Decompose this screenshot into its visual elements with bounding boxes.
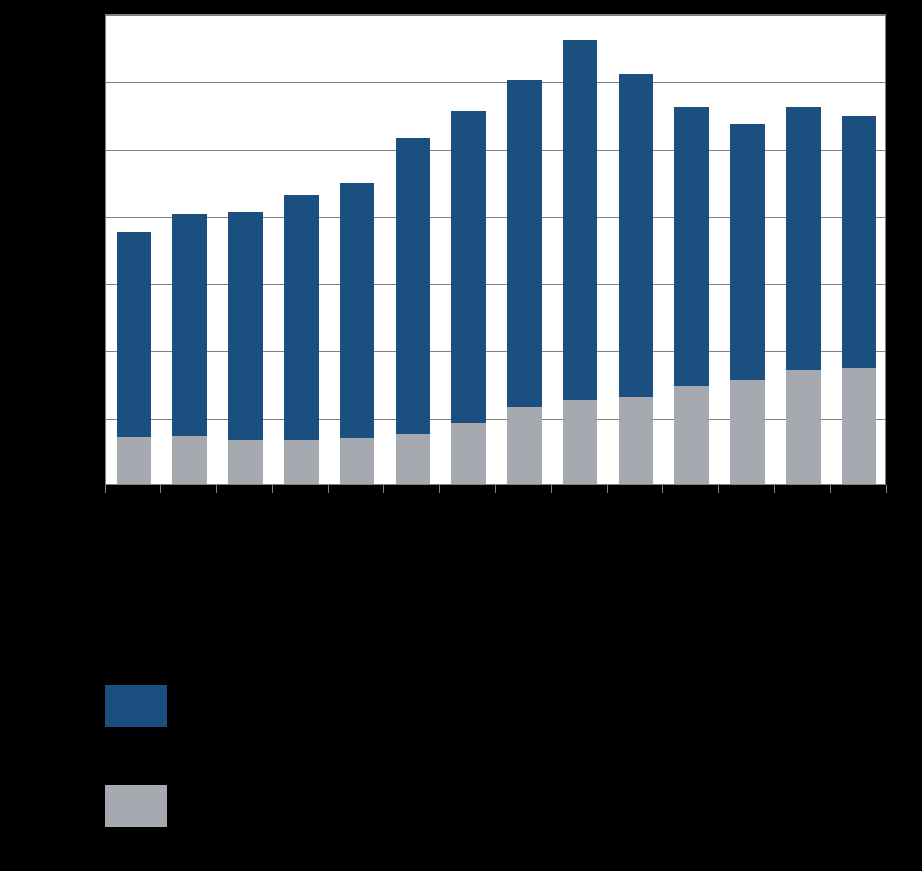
x-tick xyxy=(216,485,217,493)
x-tick xyxy=(105,485,106,493)
bar-segment-top xyxy=(117,232,152,437)
x-tick xyxy=(383,485,384,493)
bar-segment-bottom xyxy=(507,407,542,484)
bar-segment-top xyxy=(507,80,542,406)
bar xyxy=(228,13,263,484)
x-tick xyxy=(272,485,273,493)
bar-segment-top xyxy=(172,214,207,436)
bar xyxy=(842,13,877,484)
bar xyxy=(340,13,375,484)
bar xyxy=(786,13,821,484)
bar-segment-bottom xyxy=(117,437,152,484)
bar-segment-bottom xyxy=(842,368,877,484)
gridline xyxy=(106,15,885,16)
gridline xyxy=(106,82,885,83)
bar-segment-top xyxy=(340,183,375,439)
x-tick xyxy=(607,485,608,493)
bar xyxy=(619,13,654,484)
legend-swatch xyxy=(105,785,167,827)
gridline xyxy=(106,150,885,151)
bar xyxy=(507,13,542,484)
bar xyxy=(396,13,431,484)
bar-segment-bottom xyxy=(340,438,375,484)
x-tick xyxy=(718,485,719,493)
bar-segment-top xyxy=(674,107,709,386)
bar-segment-top xyxy=(842,116,877,368)
bar-segment-bottom xyxy=(786,370,821,484)
bar-segment-top xyxy=(619,74,654,397)
x-tick xyxy=(886,485,887,493)
bar-segment-bottom xyxy=(563,400,598,484)
gridline xyxy=(106,284,885,285)
bar xyxy=(284,13,319,484)
bar xyxy=(730,13,765,484)
bar xyxy=(451,13,486,484)
plot-area xyxy=(105,14,886,485)
bar-segment-bottom xyxy=(619,397,654,484)
bar xyxy=(117,13,152,484)
bar-segment-top xyxy=(451,111,486,424)
gridline xyxy=(106,217,885,218)
bar-segment-top xyxy=(563,40,598,400)
x-tick xyxy=(160,485,161,493)
bar-segment-bottom xyxy=(172,436,207,484)
bar-segment-bottom xyxy=(228,440,263,484)
chart-canvas: { "chart": { "type": "stacked-bar", "can… xyxy=(0,0,922,871)
bar xyxy=(172,13,207,484)
x-tick xyxy=(495,485,496,493)
bar-segment-bottom xyxy=(451,423,486,484)
x-tick xyxy=(774,485,775,493)
bar-segment-top xyxy=(786,107,821,369)
legend-swatch xyxy=(105,685,167,727)
x-tick xyxy=(662,485,663,493)
x-tick xyxy=(551,485,552,493)
bar-segment-top xyxy=(228,212,263,441)
x-tick xyxy=(439,485,440,493)
bar-segment-top xyxy=(284,195,319,441)
gridline xyxy=(106,419,885,420)
bar-segment-bottom xyxy=(674,386,709,484)
bar-segment-bottom xyxy=(284,440,319,484)
bar-segment-top xyxy=(396,138,431,434)
bar xyxy=(563,13,598,484)
x-tick xyxy=(830,485,831,493)
bar xyxy=(674,13,709,484)
bar-segment-bottom xyxy=(396,434,431,484)
bar-segment-bottom xyxy=(730,380,765,484)
gridline xyxy=(106,351,885,352)
bar-segment-top xyxy=(730,124,765,380)
x-tick xyxy=(328,485,329,493)
